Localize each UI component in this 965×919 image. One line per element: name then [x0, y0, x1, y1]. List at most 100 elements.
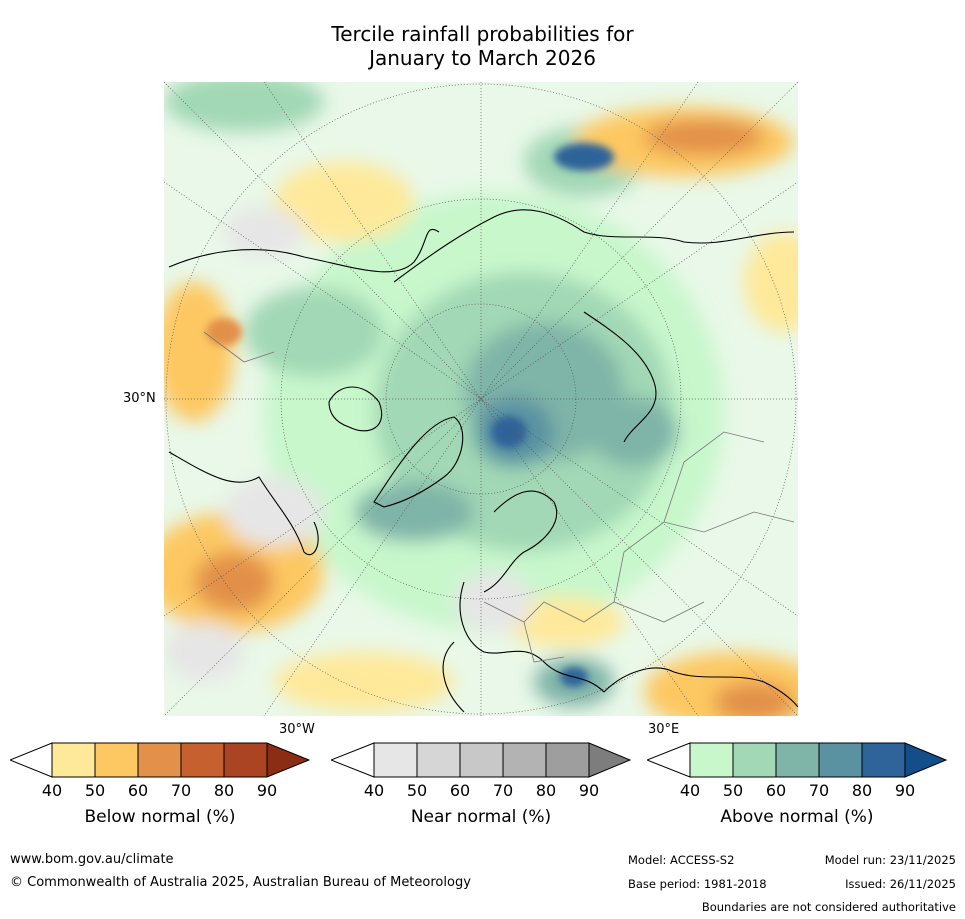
colorbar-ticks: 40 50 60 70 80 90	[331, 781, 631, 801]
tick-label: 80	[213, 781, 235, 800]
latitude-circle	[165, 83, 797, 715]
border	[613, 511, 795, 603]
tick-label: 60	[765, 781, 787, 800]
below-normal-area	[644, 119, 764, 155]
strong-signal-shading	[206, 143, 614, 687]
coastline	[168, 229, 440, 273]
longitude-label-east: 30°E	[648, 722, 680, 737]
below-normal-area	[206, 318, 242, 346]
model-text: Model: ACCESS-S2	[628, 853, 735, 867]
tick-label: 90	[256, 781, 278, 800]
colorbar-swatch	[775, 742, 820, 778]
tick-label: 50	[406, 781, 428, 800]
meridian	[164, 82, 798, 716]
colorbar-label: Above normal (%)	[720, 807, 874, 827]
above-normal-area	[164, 82, 324, 132]
meridian	[164, 181, 798, 617]
near-normal-area	[164, 622, 244, 682]
colorbar-swatch	[459, 742, 504, 778]
below-normal-area	[714, 682, 794, 716]
below-normal-area	[164, 282, 234, 422]
border	[523, 621, 565, 663]
border	[203, 331, 275, 363]
colorbar-label: Below normal (%)	[84, 807, 236, 827]
map-svg	[164, 82, 798, 716]
scandinavia-coastline	[483, 490, 558, 593]
coastline	[603, 667, 798, 708]
coastline	[328, 386, 383, 432]
coastline	[442, 641, 465, 713]
issued-text: Issued: 26/11/2025	[845, 877, 956, 891]
near-normal-area	[224, 477, 324, 547]
colorbar-swatch	[223, 742, 268, 778]
colorbar-label: Near normal (%)	[410, 807, 552, 827]
colorbar-swatch	[373, 742, 418, 778]
colorbar-swatch-over	[266, 742, 311, 778]
colorbar-swatch	[502, 742, 547, 778]
colorbar-swatch-over	[588, 742, 632, 778]
title-line-2: January to March 2026	[369, 46, 596, 70]
colorbar-swatch	[51, 742, 96, 778]
above-normal-area	[589, 397, 679, 467]
tick-label: 90	[894, 781, 916, 800]
model-run-text: Model run: 23/11/2025	[824, 853, 956, 867]
coastline	[583, 311, 657, 443]
above-normal-area	[244, 287, 384, 377]
above-normal-area	[354, 482, 474, 542]
coastline	[393, 209, 795, 283]
tick-label: 50	[722, 781, 744, 800]
colorbar-svg	[8, 742, 311, 778]
colorbar-below-normal: 40 50 60 70 80 90 Below normal (%)	[8, 740, 311, 827]
tick-label: 70	[170, 781, 192, 800]
colorbar-svg	[645, 742, 948, 778]
colorbar-swatch-under	[329, 742, 375, 778]
graticule	[164, 82, 798, 716]
title-line-1: Tercile rainfall probabilities for	[331, 22, 634, 46]
greenland-coastline	[373, 416, 464, 508]
below-normal-area	[274, 652, 454, 712]
colorbar-swatch-under	[8, 742, 53, 778]
disclaimer-text: Boundaries are not considered authoritat…	[701, 900, 956, 914]
colorbar-swatch-over	[904, 742, 948, 778]
website-link[interactable]: www.bom.gov.au/climate	[10, 852, 174, 867]
colorbar-near-normal: 40 50 60 70 80 90 Near normal (%)	[329, 740, 632, 827]
coastline	[168, 451, 319, 555]
colorbar-swatch	[732, 742, 777, 778]
below-normal-area	[194, 552, 274, 612]
copyright-text: © Commonwealth of Australia 2025, Austra…	[10, 875, 471, 890]
chart-title: Tercile rainfall probabilities for Janua…	[0, 22, 965, 70]
tick-label: 70	[808, 781, 830, 800]
above-normal-area	[554, 143, 614, 171]
tick-label: 80	[851, 781, 873, 800]
colorbar-swatch	[861, 742, 906, 778]
near-normal-area	[454, 572, 534, 632]
below-normal-area	[744, 232, 798, 332]
below-normal-area	[504, 597, 624, 647]
colorbar-svg	[329, 742, 632, 778]
border	[663, 431, 765, 523]
colorbar-swatch	[137, 742, 182, 778]
tick-label: 40	[41, 781, 63, 800]
tick-label: 90	[578, 781, 600, 800]
coastlines	[168, 209, 798, 713]
colorbar-swatch	[180, 742, 225, 778]
colorbar-swatch	[94, 742, 139, 778]
borders	[203, 331, 795, 663]
meridian	[164, 82, 798, 716]
tick-label: 70	[492, 781, 514, 800]
latitude-label: 30°N	[123, 391, 156, 406]
tick-label: 60	[127, 781, 149, 800]
tick-label: 50	[84, 781, 106, 800]
polar-map	[164, 82, 798, 716]
tick-label: 40	[679, 781, 701, 800]
tick-label: 40	[363, 781, 385, 800]
colorbar-swatch	[689, 742, 734, 778]
europe-coastline	[459, 581, 605, 693]
below-normal-area	[274, 162, 414, 242]
colorbar-above-normal: 40 50 60 70 80 90 Above normal (%)	[645, 740, 948, 827]
near-normal-area	[224, 207, 304, 257]
base-period-text: Base period: 1981-2018	[628, 877, 767, 891]
longitude-label-west: 30°W	[279, 722, 315, 737]
colorbar-ticks: 40 50 60 70 80 90	[647, 781, 947, 801]
colorbar-swatch	[818, 742, 863, 778]
